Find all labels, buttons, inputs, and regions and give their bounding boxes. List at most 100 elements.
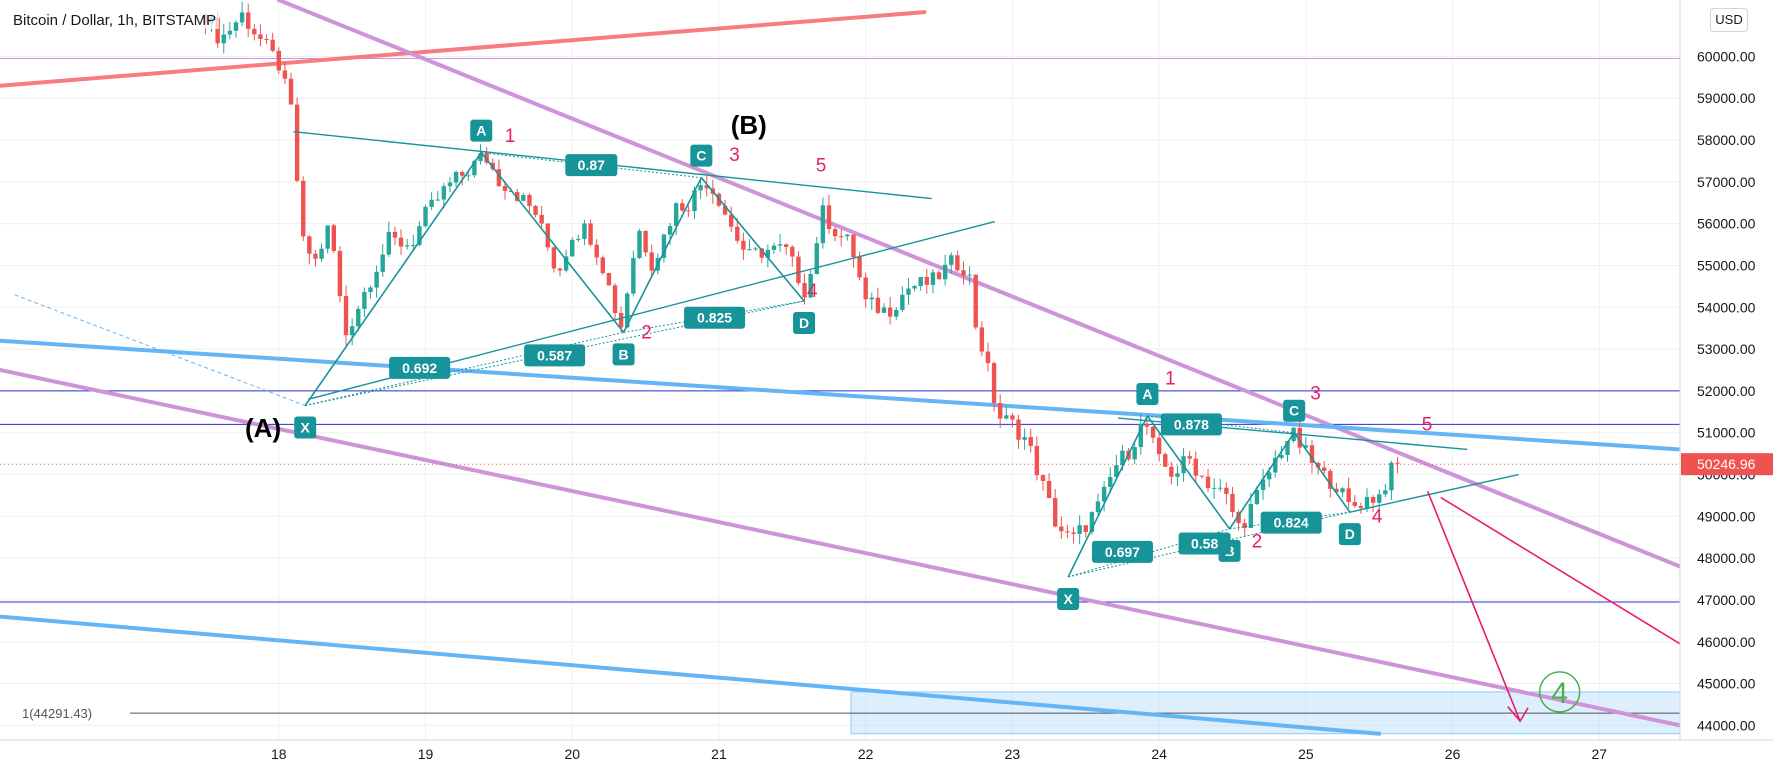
harmonic-ratio-badge xyxy=(1260,511,1322,534)
candle-body xyxy=(447,182,453,187)
target-circle xyxy=(1538,671,1581,713)
candle-body xyxy=(1211,487,1217,489)
harmonic-point-label: C xyxy=(696,148,706,164)
candle-body xyxy=(227,30,233,35)
candle-body xyxy=(239,12,245,23)
candle-body xyxy=(1193,458,1199,476)
candle-body xyxy=(1089,512,1095,533)
candle-body xyxy=(759,248,764,258)
candle-body xyxy=(1150,426,1156,438)
candle-body xyxy=(1236,512,1241,524)
candle-body xyxy=(588,223,593,245)
candle-body xyxy=(1108,476,1113,487)
candle-body xyxy=(979,327,985,352)
candle-body xyxy=(881,307,887,313)
harmonic-point-label: B xyxy=(619,346,629,362)
candle-body xyxy=(1377,494,1382,503)
candle-body xyxy=(673,203,679,227)
harmonic-ratio-label: 0.697 xyxy=(1105,544,1140,560)
harmonic-ratio-badge xyxy=(565,154,618,177)
x-tick-label: 20 xyxy=(564,746,580,762)
candle-body xyxy=(765,249,771,258)
candle-body xyxy=(435,199,440,201)
candle-body xyxy=(1370,496,1376,503)
candle-body xyxy=(1114,465,1119,477)
harmonic-ratio-badge xyxy=(1178,532,1231,555)
harmonic-point-label: A xyxy=(476,123,486,139)
candle-body xyxy=(221,34,226,44)
candle-body xyxy=(1144,423,1150,427)
candle-body xyxy=(784,244,789,247)
candle-body xyxy=(1303,445,1309,448)
candle-body xyxy=(1205,476,1211,489)
harmonic-point-marker xyxy=(1338,523,1361,546)
projection-arrow-line xyxy=(1440,496,1681,645)
candle-body xyxy=(753,248,758,250)
candle-body xyxy=(349,326,355,336)
candle-body xyxy=(924,276,930,285)
candle-body xyxy=(417,226,422,245)
candle-body xyxy=(649,252,654,271)
y-tick-label: 48000.00 xyxy=(1697,550,1756,566)
candle-body xyxy=(362,292,367,309)
candle-body xyxy=(600,257,605,274)
candle-body xyxy=(942,264,948,280)
candle-body xyxy=(820,205,826,244)
x-tick-label: 26 xyxy=(1445,746,1461,762)
candle-body xyxy=(1120,450,1125,466)
harmonic-leg xyxy=(304,152,482,406)
harmonic-leg xyxy=(623,300,805,333)
harmonic-ratio-badge xyxy=(1091,540,1153,563)
candle-body xyxy=(991,363,997,404)
y-tick-label: 45000.00 xyxy=(1697,676,1756,692)
harmonic-point-marker xyxy=(793,312,816,335)
channel-blue-upper xyxy=(0,338,1682,452)
harmonic-point-label: D xyxy=(799,315,809,331)
harmonic-ratio-label: 0.87 xyxy=(578,157,605,173)
candle-body xyxy=(1340,488,1345,493)
candle-body xyxy=(1040,475,1046,481)
candle-body xyxy=(680,203,685,211)
time-axis-background xyxy=(0,740,1773,777)
y-tick-label: 46000.00 xyxy=(1697,634,1756,650)
candle-body xyxy=(1077,525,1082,534)
harmonic-point-marker xyxy=(470,119,493,142)
candle-body xyxy=(961,270,966,276)
candle-body xyxy=(404,245,410,247)
candle-body xyxy=(380,254,385,272)
candle-body xyxy=(900,294,905,310)
candle-body xyxy=(325,225,330,249)
wave-label: (B) xyxy=(731,110,767,140)
candle-body xyxy=(1016,419,1021,440)
candle-body xyxy=(1132,447,1137,460)
candle-body xyxy=(1004,415,1009,419)
candle-body xyxy=(949,255,954,265)
symbol-title: Bitcoin / Dollar, 1h, BITSTAMP xyxy=(10,12,220,29)
candle-body xyxy=(496,169,502,187)
candle-body xyxy=(1169,466,1174,477)
candle-body xyxy=(845,234,850,237)
candle-body xyxy=(1273,457,1278,473)
candle-body xyxy=(790,246,795,257)
y-tick-label: 57000.00 xyxy=(1697,174,1756,190)
candle-body xyxy=(894,309,899,317)
candle-body xyxy=(374,271,379,288)
candle-body xyxy=(1328,470,1333,489)
candle-body xyxy=(356,308,361,327)
candle-body xyxy=(1248,504,1254,528)
candle-body xyxy=(411,244,416,246)
wave-label: 1 xyxy=(505,126,516,147)
candle-body xyxy=(258,34,263,40)
candle-body xyxy=(453,171,459,183)
wave-label: 5 xyxy=(1422,415,1433,436)
candle-body xyxy=(771,245,777,250)
projection-arrow-line xyxy=(1426,490,1521,722)
harmonic-leg xyxy=(1067,415,1149,578)
currency-button[interactable]: USD xyxy=(1710,8,1748,32)
candle-body xyxy=(313,253,318,259)
candle-body xyxy=(741,240,746,250)
candle-body xyxy=(331,225,336,251)
fib-level-label: 1(44291.43) xyxy=(22,706,92,721)
candle-body xyxy=(857,257,862,278)
